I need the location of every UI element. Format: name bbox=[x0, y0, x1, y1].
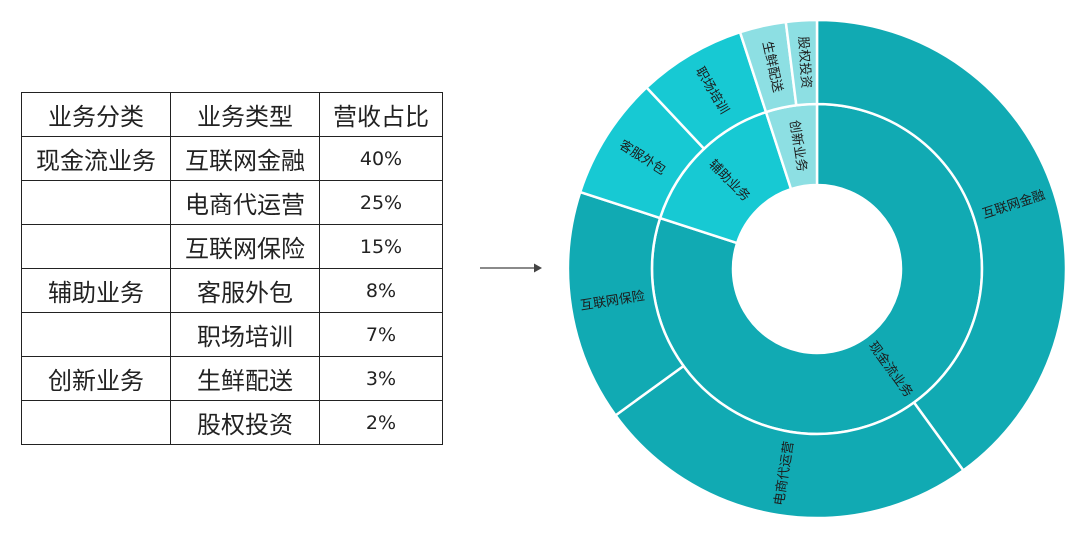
cell-type: 生鲜配送 bbox=[170, 356, 320, 401]
header-type: 业务类型 bbox=[170, 92, 320, 137]
cell-type: 职场培训 bbox=[170, 312, 320, 357]
right-arrow-icon bbox=[480, 263, 542, 273]
cell-share: 7% bbox=[319, 312, 443, 357]
table-header-row: 业务分类 业务类型 营收占比 bbox=[21, 92, 443, 137]
cell-type: 客服外包 bbox=[170, 268, 320, 313]
table-row: 互联网保险 15% bbox=[21, 224, 443, 269]
cell-category: 创新业务 bbox=[21, 356, 171, 401]
cell-type: 互联网保险 bbox=[170, 224, 320, 269]
cell-category: 辅助业务 bbox=[21, 268, 171, 313]
table-row: 职场培训 7% bbox=[21, 312, 443, 357]
business-table: 业务分类 业务类型 营收占比 现金流业务 互联网金融 40% 电商代运营 25%… bbox=[21, 92, 443, 445]
cell-share: 2% bbox=[319, 400, 443, 445]
outer-ring-segment bbox=[784, 20, 819, 107]
header-category: 业务分类 bbox=[21, 92, 171, 137]
cell-share: 8% bbox=[319, 268, 443, 313]
cell-share: 40% bbox=[319, 136, 443, 181]
cell-share: 15% bbox=[319, 224, 443, 269]
cell-category bbox=[21, 224, 171, 269]
cell-category: 现金流业务 bbox=[21, 136, 171, 181]
cell-share: 3% bbox=[319, 356, 443, 401]
table-row: 辅助业务 客服外包 8% bbox=[21, 268, 443, 313]
table-row: 现金流业务 互联网金融 40% bbox=[21, 136, 443, 181]
cell-category bbox=[21, 180, 171, 225]
cell-type: 电商代运营 bbox=[170, 180, 320, 225]
outer-ring-segment bbox=[613, 364, 966, 520]
cell-type: 互联网金融 bbox=[170, 136, 320, 181]
cell-share: 25% bbox=[319, 180, 443, 225]
outer-ring-segment bbox=[815, 20, 1068, 473]
cell-type: 股权投资 bbox=[170, 400, 320, 445]
table-row: 创新业务 生鲜配送 3% bbox=[21, 356, 443, 401]
table-row: 电商代运营 25% bbox=[21, 180, 443, 225]
header-share: 营收占比 bbox=[319, 92, 443, 137]
cell-category bbox=[21, 400, 171, 445]
table-row: 股权投资 2% bbox=[21, 400, 443, 445]
outer-ring-label: 股权投资 bbox=[795, 36, 814, 89]
cell-category bbox=[21, 312, 171, 357]
